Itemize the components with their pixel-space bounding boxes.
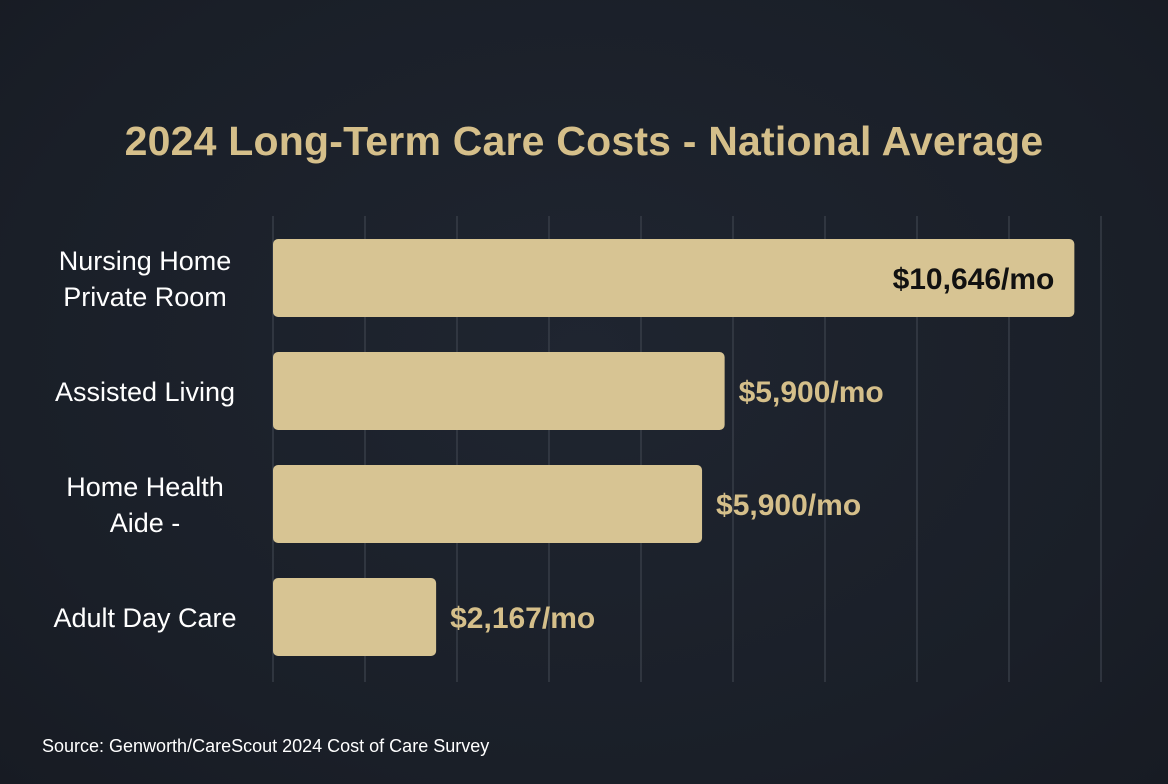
bar (273, 352, 725, 430)
category-labels: Nursing Home Private Room Assisted Living H… (53, 246, 236, 633)
category-label: Assisted Living (55, 377, 235, 407)
category-label: Adult Day Care (53, 603, 236, 633)
chart-title: 2024 Long-Term Care Costs - National Ave… (124, 118, 1044, 164)
bar (273, 465, 703, 543)
value-label: $5,900/mo (739, 376, 884, 409)
value-labels: $10,646/mo $5,900/mo $5,900/mo $2,167/mo (450, 263, 1054, 635)
value-label: $2,167/mo (450, 602, 595, 635)
bars (273, 239, 1075, 656)
category-label: Private Room (63, 282, 227, 312)
category-label: Home Health (66, 472, 224, 502)
bar (273, 578, 437, 656)
value-label: $5,900/mo (716, 489, 861, 522)
category-label: Aide - (110, 508, 181, 538)
category-label: Nursing Home (59, 246, 232, 276)
bar (273, 239, 1075, 317)
value-label: $10,646/mo (893, 263, 1055, 296)
chart-source: Source: Genworth/CareScout 2024 Cost of … (42, 736, 490, 756)
